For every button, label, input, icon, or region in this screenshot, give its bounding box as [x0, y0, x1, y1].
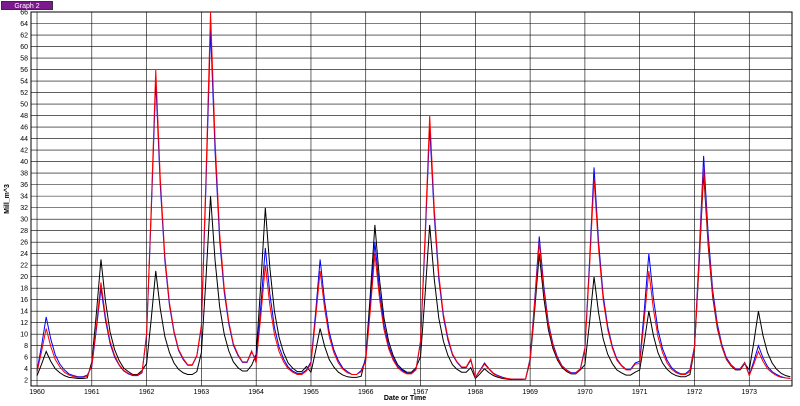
- x-tick-label: 1963: [194, 389, 210, 396]
- y-tick-label: 28: [20, 228, 28, 235]
- y-tick-label: 54: [20, 79, 28, 86]
- y-tick-label: 66: [20, 10, 28, 17]
- y-tick-label: 50: [20, 102, 28, 109]
- x-tick-label: 1970: [577, 389, 593, 396]
- x-tick-label: 1961: [84, 389, 100, 396]
- y-axis-label: Mill_m^3: [3, 184, 11, 214]
- x-tick-label: 1973: [741, 389, 757, 396]
- y-tick-label: 56: [20, 67, 28, 74]
- y-tick-label: 4: [24, 366, 28, 373]
- y-tick-label: 6: [24, 355, 28, 362]
- plot-frame: [30, 11, 793, 387]
- y-tick-label: 42: [20, 148, 28, 155]
- graph-tab[interactable]: Graph 2: [1, 1, 53, 10]
- x-tick-label: 1962: [139, 389, 155, 396]
- y-tick-label: 60: [20, 44, 28, 51]
- x-tick-label: 1971: [632, 389, 648, 396]
- y-tick-label: 58: [20, 56, 28, 63]
- y-tick-label: 10: [20, 332, 28, 339]
- x-axis-label: Date or Time: [384, 395, 426, 402]
- y-tick-label: 18: [20, 286, 28, 293]
- y-tick-label: 40: [20, 159, 28, 166]
- y-tick-label: 8: [24, 343, 28, 350]
- y-tick-label: 48: [20, 113, 28, 120]
- y-tick-label: 30: [20, 217, 28, 224]
- y-tick-label: 64: [20, 21, 28, 28]
- series-line: [36, 11, 791, 380]
- y-tick-label: 34: [20, 194, 28, 201]
- x-tick-label: 1964: [248, 389, 264, 396]
- x-tick-label: 1960: [29, 389, 45, 396]
- x-tick-label: 1972: [687, 389, 703, 396]
- y-tick-label: 16: [20, 297, 28, 304]
- y-tick-label: 36: [20, 182, 28, 189]
- y-tick-label: 46: [20, 125, 28, 132]
- y-tick-label: 52: [20, 90, 28, 97]
- y-tick-label: 12: [20, 320, 28, 327]
- y-tick-label: 2: [24, 378, 28, 385]
- x-tick-label: 1968: [468, 389, 484, 396]
- y-tick-label: 32: [20, 205, 28, 212]
- y-tick-label: 26: [20, 240, 28, 247]
- x-tick-label: 1967: [413, 389, 429, 396]
- y-tick-label: 14: [20, 309, 28, 316]
- y-tick-label: 44: [20, 136, 28, 143]
- series-line: [36, 173, 791, 381]
- y-tick-label: 24: [20, 251, 28, 258]
- x-tick-label: 1965: [303, 389, 319, 396]
- y-tick-label: 22: [20, 263, 28, 270]
- y-tick-label: 38: [20, 171, 28, 178]
- y-tick-label: 62: [20, 33, 28, 40]
- x-tick-label: 1969: [522, 389, 538, 396]
- x-tick-label: 1966: [358, 389, 374, 396]
- y-tick-label: 20: [20, 274, 28, 281]
